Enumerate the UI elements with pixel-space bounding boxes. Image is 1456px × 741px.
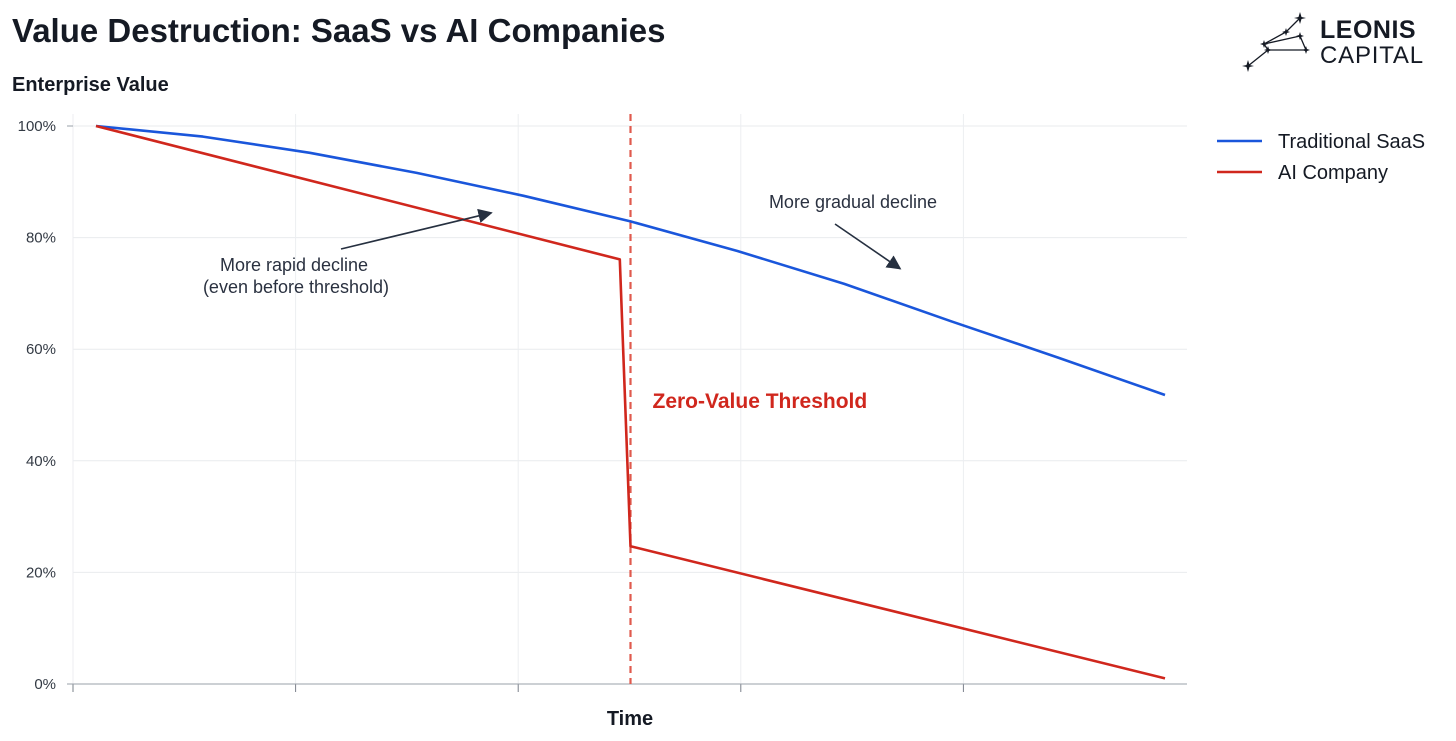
legend-label: AI Company	[1278, 162, 1388, 184]
axes: 0% 20% 40% 60% 80% 100%	[18, 118, 1187, 693]
annotation-rapid-line1: More rapid decline	[220, 255, 368, 275]
y-tick-label: 100%	[18, 118, 56, 135]
annotations: Zero-Value Threshold More rapid decline(e…	[203, 192, 937, 413]
constellation-icon	[1242, 12, 1310, 72]
annotation-arrow-rapid	[340, 208, 493, 250]
chart-title: Value Destruction: SaaS vs AI Companies	[12, 12, 666, 49]
logo-text-capital: CAPITAL	[1320, 42, 1424, 69]
annotation-rapid-line2: (even before threshold)	[203, 277, 389, 297]
y-tick-label: 80%	[26, 230, 56, 247]
y-axis-label: Enterprise Value	[12, 74, 169, 96]
series-line-ai-company	[95, 124, 1166, 680]
legend: Traditional SaaS AI Company	[1217, 131, 1425, 184]
logo-text-leonis: LEONIS	[1320, 16, 1417, 44]
annotation-gradual: More gradual decline	[769, 192, 937, 212]
y-tick-label: 40%	[26, 453, 56, 470]
y-tick-label: 60%	[26, 341, 56, 358]
y-tick-label: 20%	[26, 564, 56, 581]
annotation-arrow-gradual	[834, 223, 902, 270]
threshold-label: Zero-Value Threshold	[653, 390, 868, 413]
series-line-traditional-saas	[95, 124, 1166, 397]
y-tick-label: 0%	[34, 676, 56, 693]
leonis-capital-logo: LEONIS CAPITAL	[1240, 10, 1423, 76]
legend-label: Traditional SaaS	[1278, 131, 1425, 153]
series-lines	[95, 114, 1166, 684]
x-axis-label: Time	[607, 708, 653, 730]
